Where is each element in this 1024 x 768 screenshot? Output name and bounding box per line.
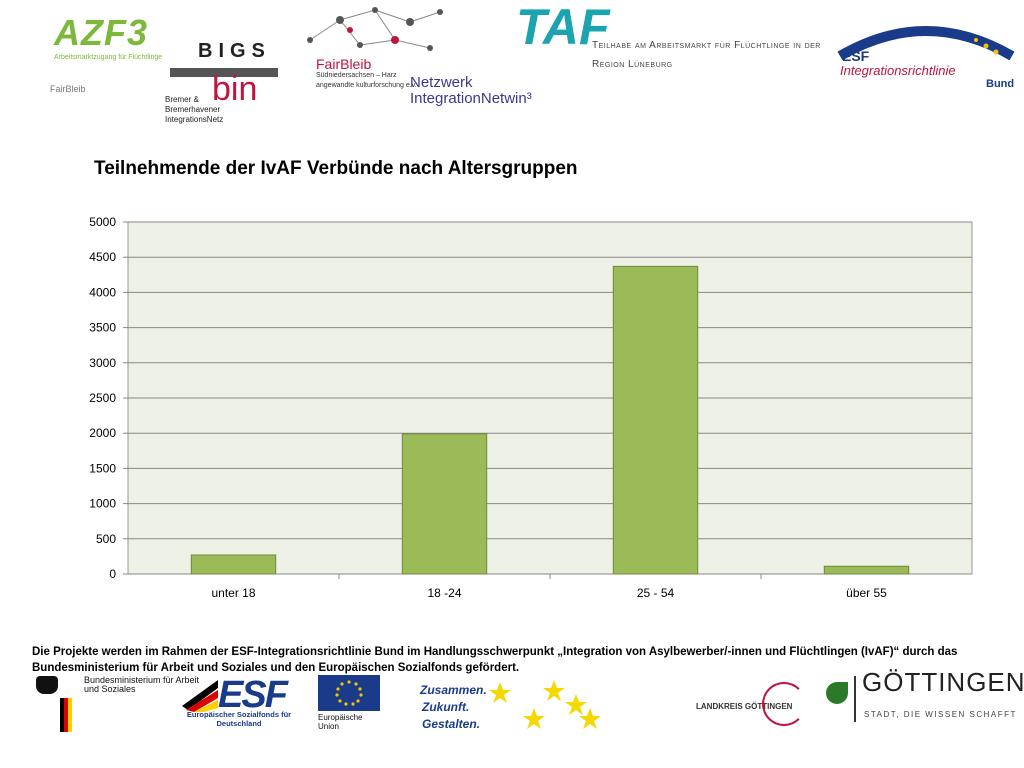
y-tick-label: 0 bbox=[109, 567, 116, 581]
azf3-logo: AZF3 Arbeitsmarktzugang für Flüchtlinge … bbox=[50, 12, 175, 94]
y-tick-label: 3000 bbox=[89, 356, 116, 370]
bremer-integrationsnetz-text: Bremer & Bremerhavener IntegrationsNetz bbox=[165, 95, 224, 124]
esf-line2: Integrationsrichtlinie bbox=[840, 63, 956, 78]
esf-mark: ESF bbox=[218, 674, 288, 716]
eu-text: Europäische Union bbox=[318, 713, 363, 731]
esf-text: Europäischer Sozialfonds für Deutschland bbox=[186, 710, 292, 728]
eu-logo: Europäische Union bbox=[318, 675, 384, 731]
azf3-logo-subtitle: Arbeitsmarktzugang für Flüchtlinge bbox=[54, 54, 163, 61]
landkreis-arc-icon bbox=[762, 682, 806, 726]
azf3-logo-fairbleib: FairBleib bbox=[50, 84, 86, 94]
taf-logo: TAF Teilhabe am Arbeitsmarkt für Flüchtl… bbox=[512, 0, 820, 72]
y-tick-label: 4500 bbox=[89, 250, 116, 264]
y-tick-label: 5000 bbox=[89, 215, 116, 229]
federal-eagle-icon bbox=[36, 676, 58, 694]
x-tick-label: 25 - 54 bbox=[637, 586, 675, 600]
y-tick-label: 1000 bbox=[89, 497, 116, 511]
esf-swoosh-icon bbox=[182, 680, 218, 712]
network-graphic-icon bbox=[307, 7, 443, 51]
bar-chart: 0 500 1000 1500 2000 2500 3000 3500 4000 4500 5000… bbox=[89, 215, 973, 600]
bmas-text: Bundesministerium für Arbeit und Soziale… bbox=[84, 675, 200, 694]
goettingen-g-icon bbox=[826, 682, 848, 704]
esf-integrationsrichtlinie-logo: ESF Integrationsrichtlinie Bund bbox=[836, 20, 1016, 100]
fairbleib-logo: FairBleib Südniedersachsen – Harz angewa… bbox=[300, 0, 450, 100]
bars bbox=[190, 265, 910, 575]
flag-stripe-red bbox=[64, 698, 68, 732]
eu-flag-icon bbox=[318, 675, 380, 711]
y-axis-ticks: 0 500 1000 1500 2000 2500 3000 3500 4000 4500 5000 bbox=[89, 215, 116, 581]
x-tick-label: unter 18 bbox=[211, 586, 255, 600]
bar bbox=[823, 565, 910, 575]
chart-title: Teilnehmende der IvAF Verbünde nach Alte… bbox=[94, 158, 578, 179]
fairbleib-kultur: angewandte kulturforschung e.v. bbox=[316, 82, 417, 89]
x-axis-ticks: unter 18 18 -24 25 - 54 über 55 bbox=[211, 574, 887, 600]
esf-deutschland-logo: ESF Europäischer Sozialfonds für Deutsch… bbox=[180, 676, 300, 732]
y-tick-label: 3500 bbox=[89, 321, 116, 335]
y-tick-label: 500 bbox=[96, 532, 116, 546]
y-tick-label: 4000 bbox=[89, 285, 116, 299]
taf-subtitle: Teilhabe am Arbeitsmarkt für Flüchtlinge… bbox=[592, 40, 821, 70]
flag-stripe-black bbox=[60, 698, 64, 732]
eu-stars-icon bbox=[335, 680, 363, 706]
landkreis-text: LANDKREIS GÖTTINGEN bbox=[696, 702, 793, 711]
flag-stripe-gold bbox=[68, 698, 72, 732]
stadt-goettingen-logo: GÖTTINGEN STADT, DIE WISSEN SCHAFFT bbox=[826, 669, 1024, 726]
goettingen-title: GÖTTINGEN bbox=[862, 667, 1024, 697]
taf-title: TAF bbox=[516, 0, 610, 55]
y-tick-label: 2500 bbox=[89, 391, 116, 405]
zus-line1: Zusammen. bbox=[420, 683, 487, 697]
x-tick-label: über 55 bbox=[846, 586, 887, 600]
zus-line2: Zukunft. bbox=[422, 700, 470, 714]
zus-line3: Gestalten. bbox=[422, 717, 481, 731]
y-tick-label: 1500 bbox=[89, 461, 116, 475]
azf3-logo-title: AZF3 bbox=[54, 12, 148, 53]
funding-note: Die Projekte werden im Rahmen der ESF-In… bbox=[32, 646, 958, 674]
netzwerk-line2: IntegrationNetwin³ bbox=[410, 90, 532, 107]
bar bbox=[612, 265, 699, 575]
bar bbox=[401, 433, 488, 575]
esf-line3: Bund bbox=[986, 78, 1015, 90]
fairbleib-subtitle: Südniedersachsen – Harz bbox=[316, 72, 397, 79]
esf-arc-icon bbox=[837, 26, 1015, 60]
bin-logo-text: bin bbox=[212, 70, 258, 108]
y-tick-label: 2000 bbox=[89, 426, 116, 440]
stars-icon bbox=[489, 680, 601, 729]
netzwerk-integration-logo: Netzwerk IntegrationNetwin³ bbox=[410, 74, 600, 110]
goettingen-subtitle: STADT, DIE WISSEN SCHAFFT bbox=[864, 710, 1017, 719]
landkreis-goettingen-logo: LANDKREIS GÖTTINGEN bbox=[696, 682, 806, 726]
esf-line1: ESF bbox=[842, 48, 870, 64]
fairbleib-title: FairBleib bbox=[316, 56, 372, 72]
netzwerk-line1: Netzwerk bbox=[410, 74, 473, 91]
bar bbox=[190, 554, 277, 575]
x-tick-label: 18 -24 bbox=[427, 586, 461, 600]
bigs-logo-letters: BIGS bbox=[198, 40, 271, 62]
bigs-bin-logo: BIGS bin Bremer & Bremerhavener Integrat… bbox=[165, 40, 280, 124]
zusammen-zukunft-logo: Zusammen. Zukunft. Gestalten. bbox=[396, 680, 606, 736]
goettingen-separator bbox=[854, 676, 856, 722]
bigs-logo-bar bbox=[170, 68, 278, 77]
